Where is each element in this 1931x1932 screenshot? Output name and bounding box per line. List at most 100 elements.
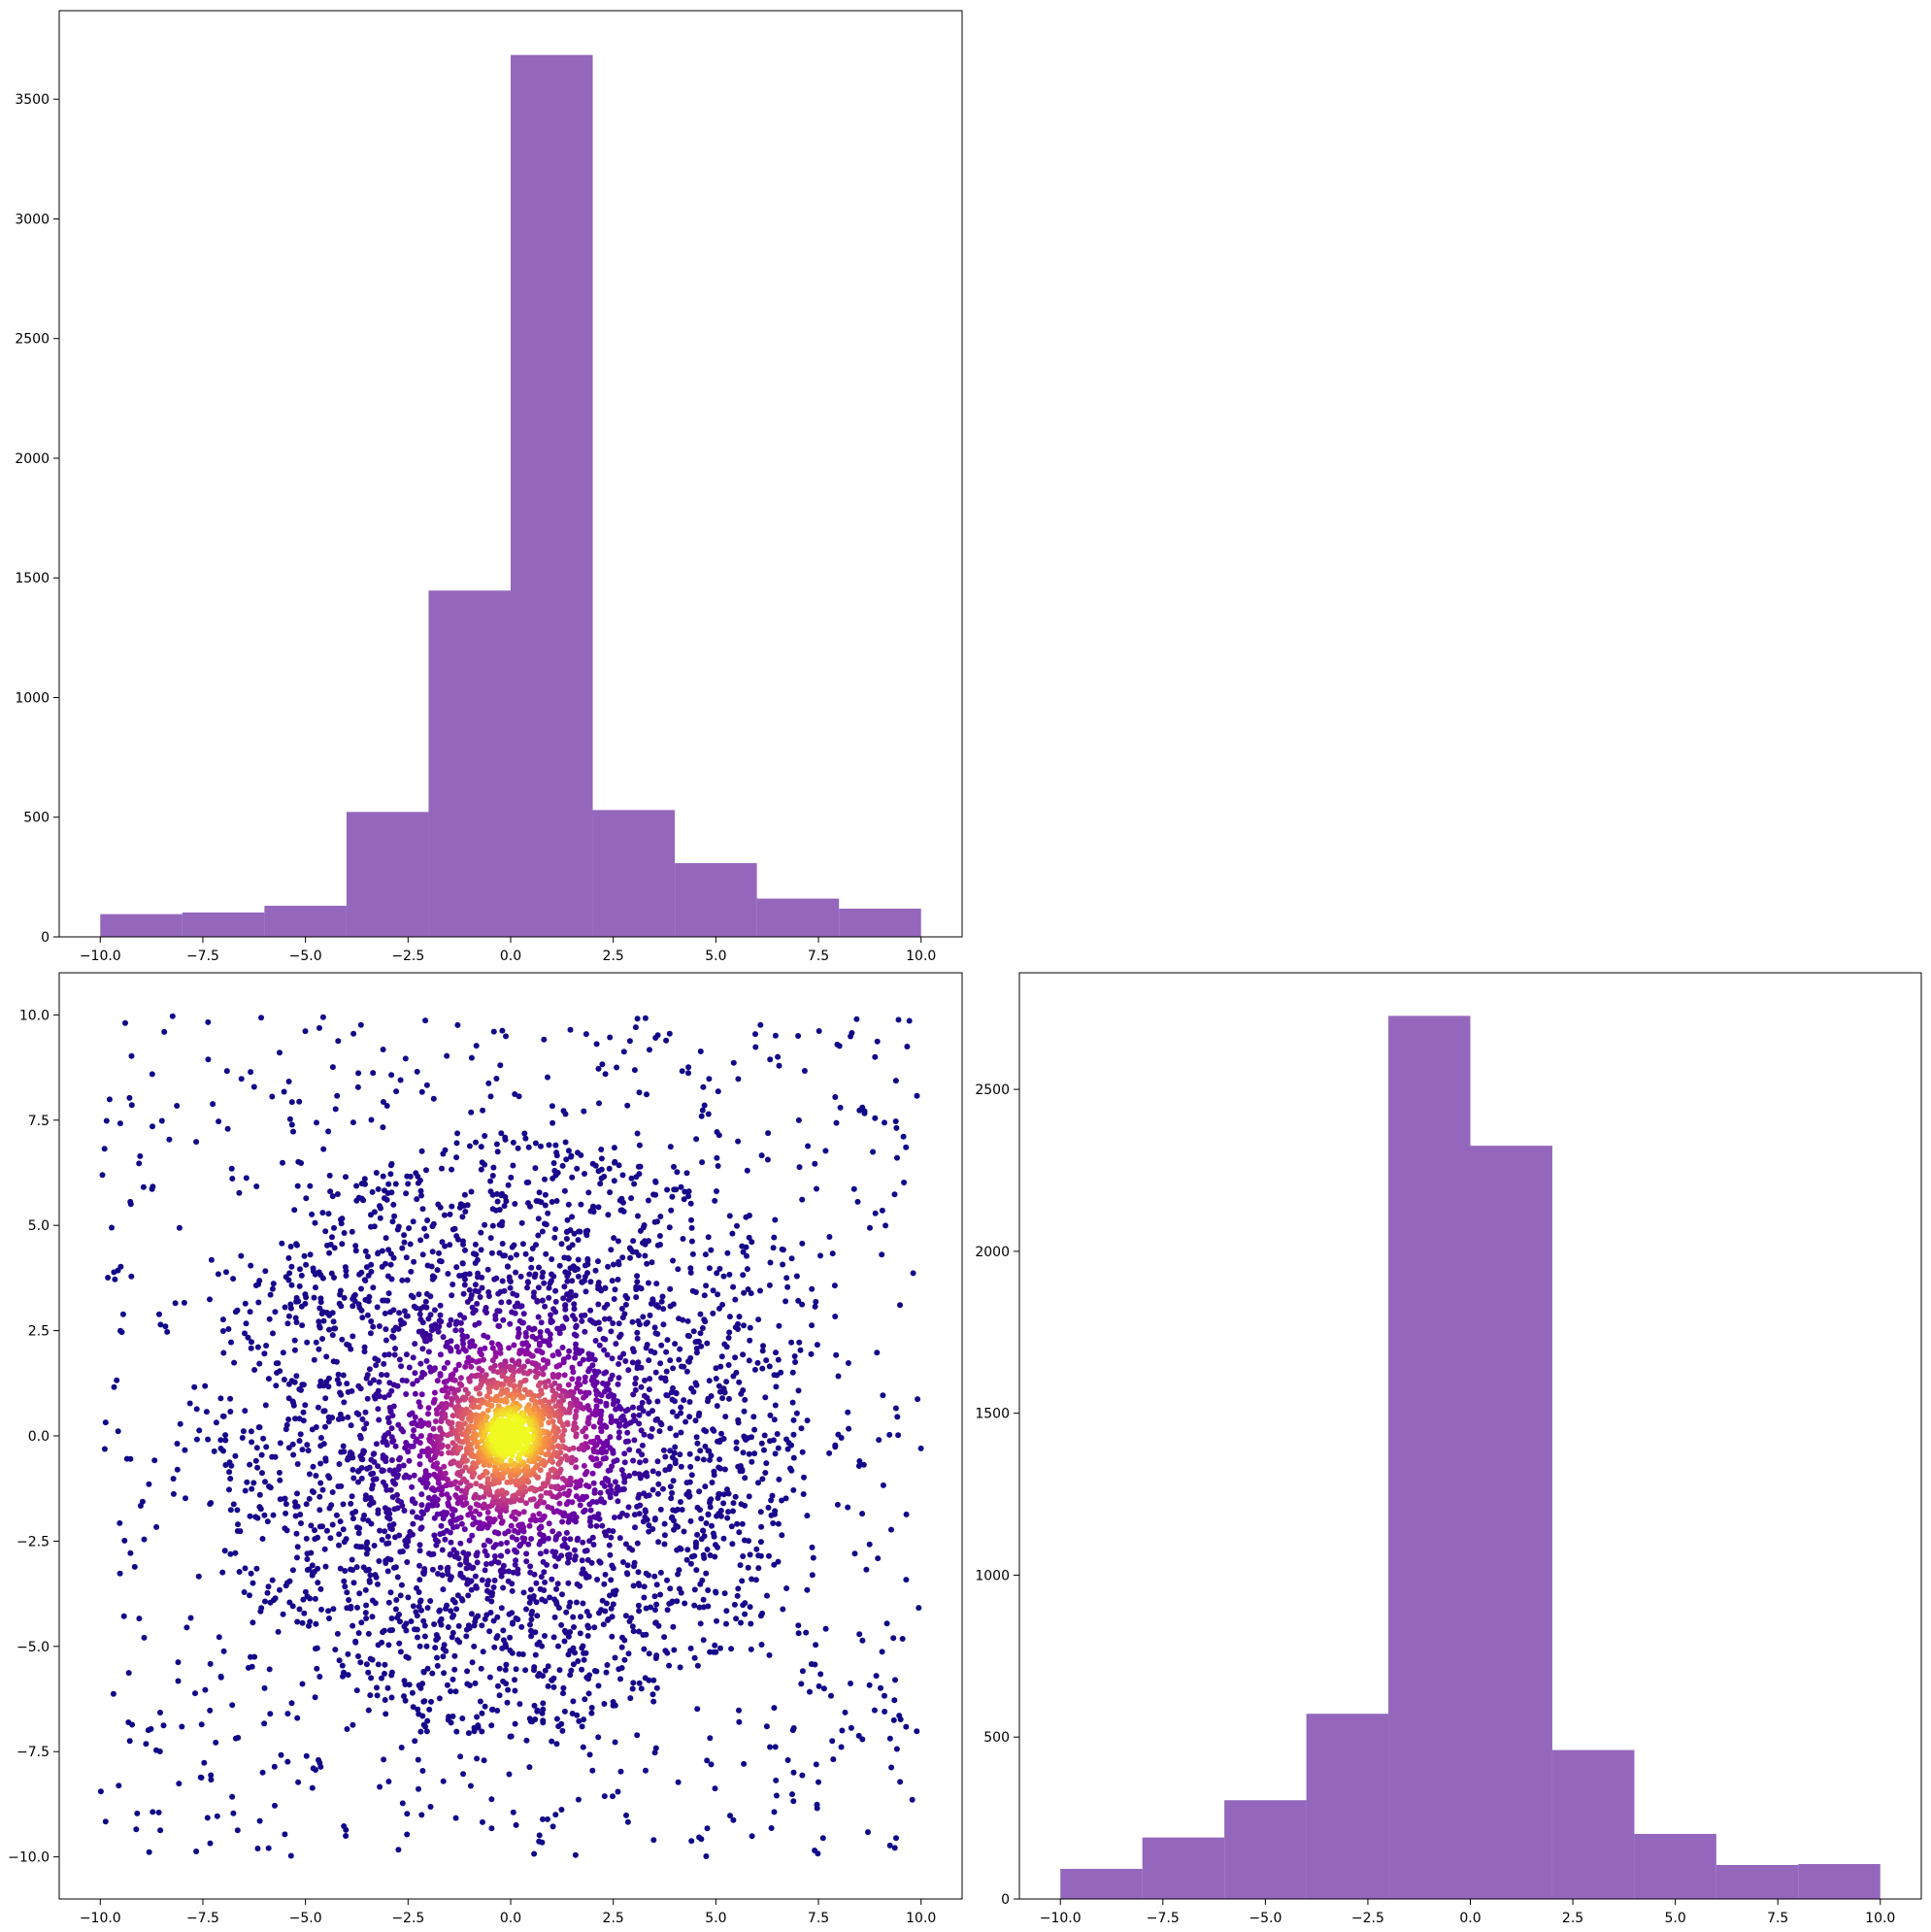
y-tick: 1500 [15, 571, 59, 586]
scatter-point [540, 1717, 547, 1724]
scatter-point [784, 1283, 791, 1290]
scatter-point [369, 1597, 376, 1604]
scatter-point [377, 1783, 383, 1790]
scatter-point [666, 1662, 673, 1669]
y-tick: 2500 [15, 332, 59, 348]
scatter-point [805, 1143, 812, 1149]
scatter-point [311, 1356, 317, 1363]
scatter-point [527, 1410, 534, 1416]
scatter-point [243, 1175, 250, 1182]
scatter-point [254, 1344, 261, 1350]
scatter-point [462, 1247, 468, 1253]
scatter-point [355, 1479, 361, 1485]
scatter-point [453, 1264, 460, 1271]
scatter-point [404, 1313, 411, 1319]
scatter-point [462, 1348, 469, 1354]
scatter-point [560, 1690, 566, 1697]
scatter-point [459, 1214, 466, 1220]
scatter-point [316, 1674, 323, 1680]
scatter-point [287, 1305, 294, 1312]
scatter-point [633, 1174, 640, 1181]
scatter-point [634, 1540, 641, 1547]
scatter-point [352, 1509, 359, 1515]
scatter-point [344, 1589, 350, 1596]
scatter-point [511, 1383, 517, 1390]
scatter-point [612, 1739, 618, 1746]
scatter-point [449, 1292, 455, 1299]
scatter-point [535, 1314, 542, 1320]
scatter-point [668, 1389, 675, 1396]
scatter-point [600, 1380, 606, 1386]
scatter-point [396, 1640, 403, 1647]
scatter-point [663, 1368, 670, 1375]
scatter-point [329, 1064, 336, 1071]
scatter-point [423, 1643, 430, 1649]
scatter-point [888, 1764, 895, 1771]
scatter-point [760, 1343, 766, 1349]
scatter-point [427, 1804, 434, 1810]
scatter-point [486, 1674, 493, 1681]
scatter-point [584, 1556, 591, 1563]
scatter-point [118, 1329, 125, 1336]
scatter-point [552, 1287, 559, 1294]
scatter-point [276, 1469, 283, 1476]
scatter-point [530, 1513, 537, 1519]
scatter-point [793, 1273, 800, 1280]
scatter-point [767, 1744, 774, 1750]
scatter-point [737, 1562, 744, 1569]
scatter-point [281, 1088, 287, 1095]
scatter-point [470, 1515, 477, 1521]
scatter-point [339, 1662, 346, 1669]
scatter-point [451, 1377, 458, 1383]
scatter-point [904, 1044, 911, 1049]
scatter-point [543, 1451, 549, 1458]
scatter-point [705, 1398, 711, 1405]
scatter-point [521, 1130, 528, 1137]
scatter-point [612, 1479, 618, 1485]
scatter-point [437, 1351, 444, 1358]
scatter-point [401, 1232, 408, 1239]
scatter-point [476, 1384, 483, 1391]
scatter-point [583, 1433, 589, 1440]
scatter-point [657, 1214, 664, 1219]
scatter-point [311, 1489, 316, 1495]
scatter-point [420, 1511, 426, 1517]
scatter-point [795, 1116, 802, 1123]
scatter-point [751, 1366, 758, 1373]
scatter-point [654, 1242, 661, 1249]
scatter-point [581, 1462, 587, 1469]
scatter-point [461, 1526, 468, 1533]
scatter-point [229, 1702, 236, 1709]
scatter-point [350, 1475, 357, 1482]
scatter-point [406, 1364, 413, 1371]
scatter-point [283, 1510, 289, 1516]
scatter-point [788, 1255, 795, 1262]
scatter-point [250, 1480, 257, 1486]
scatter-point [568, 1667, 575, 1674]
scatter-point [439, 1547, 446, 1553]
scatter-point [157, 1827, 164, 1834]
scatter-point [518, 1219, 525, 1226]
scatter-point [625, 1650, 632, 1657]
scatter-point [880, 1392, 886, 1399]
scatter-point [662, 1378, 669, 1384]
scatter-point [636, 1405, 643, 1412]
scatter-point [390, 1521, 397, 1527]
scatter-point [618, 1467, 625, 1474]
scatter-point [574, 1712, 581, 1718]
scatter-point [175, 1678, 182, 1684]
scatter-point [401, 1508, 408, 1514]
scatter-point [563, 1529, 570, 1536]
scatter-point [490, 1584, 497, 1590]
scatter-point [650, 1698, 657, 1705]
scatter-point [291, 1379, 298, 1385]
scatter-point [484, 1595, 491, 1602]
scatter-point [621, 1450, 628, 1457]
scatter-point [593, 1041, 600, 1048]
scatter-point [549, 1103, 555, 1110]
scatter-point [406, 1682, 413, 1688]
scatter-point [758, 1152, 765, 1159]
scatter-point [475, 1288, 482, 1295]
scatter-point [703, 1520, 710, 1526]
scatter-point [596, 1342, 603, 1349]
